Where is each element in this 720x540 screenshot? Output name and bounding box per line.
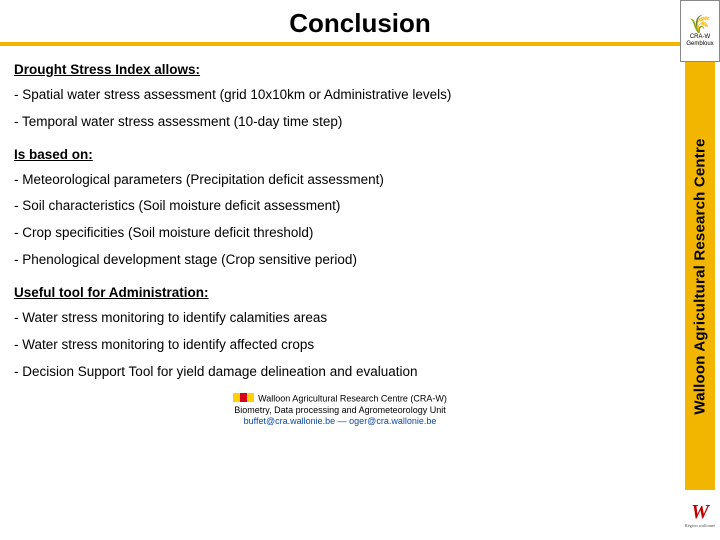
title-underline [0, 42, 680, 46]
bullet-item: - Phenological development stage (Crop s… [14, 252, 666, 269]
footer-email-2: oger@cra.wallonie.be [349, 416, 436, 426]
w-logo-glyph: W [691, 501, 709, 524]
bullet-item: - Soil characteristics (Soil moisture de… [14, 198, 666, 215]
vertical-label: Walloon Agricultural Research Centre [692, 138, 709, 414]
bullet-item: - Crop specificities (Soil moisture defi… [14, 225, 666, 242]
bullet-item: - Water stress monitoring to identify ca… [14, 310, 666, 327]
footer-org: Walloon Agricultural Research Centre (CR… [258, 393, 447, 403]
region-wallonne-logo: W Région wallonne [680, 490, 720, 540]
section-heading: Useful tool for Administration: [14, 285, 666, 302]
footer-email-sep: — [335, 416, 349, 426]
content-area: Drought Stress Index allows: - Spatial w… [0, 46, 680, 540]
walloon-flag-icon [233, 393, 254, 405]
section-heading: Is based on: [14, 147, 666, 164]
bullet-item: - Water stress monitoring to identify af… [14, 337, 666, 354]
body-row: Drought Stress Index allows: - Spatial w… [0, 46, 720, 540]
footer-email-1: buffet@cra.wallonie.be [244, 416, 336, 426]
bullet-item: - Temporal water stress assessment (10-d… [14, 114, 666, 131]
bullet-item: - Decision Support Tool for yield damage… [14, 364, 666, 381]
w-logo-sub: Région wallonne [685, 524, 716, 529]
slide-title: Conclusion [289, 8, 431, 39]
vertical-strip: Walloon Agricultural Research Centre [685, 62, 715, 490]
footer-unit: Biometry, Data processing and Agrometeor… [14, 405, 666, 416]
title-bar: Conclusion [0, 0, 720, 46]
footer-emails: buffet@cra.wallonie.be — oger@cra.wallon… [14, 416, 666, 427]
bullet-item: - Spatial water stress assessment (grid … [14, 87, 666, 104]
footer: Walloon Agricultural Research Centre (CR… [14, 391, 666, 434]
side-column: 🌾 CRA-W Gembloux Walloon Agricultural Re… [680, 46, 720, 540]
bullet-item: - Meteorological parameters (Precipitati… [14, 172, 666, 189]
footer-org-line: Walloon Agricultural Research Centre (CR… [14, 393, 666, 405]
section-heading: Drought Stress Index allows: [14, 62, 666, 79]
